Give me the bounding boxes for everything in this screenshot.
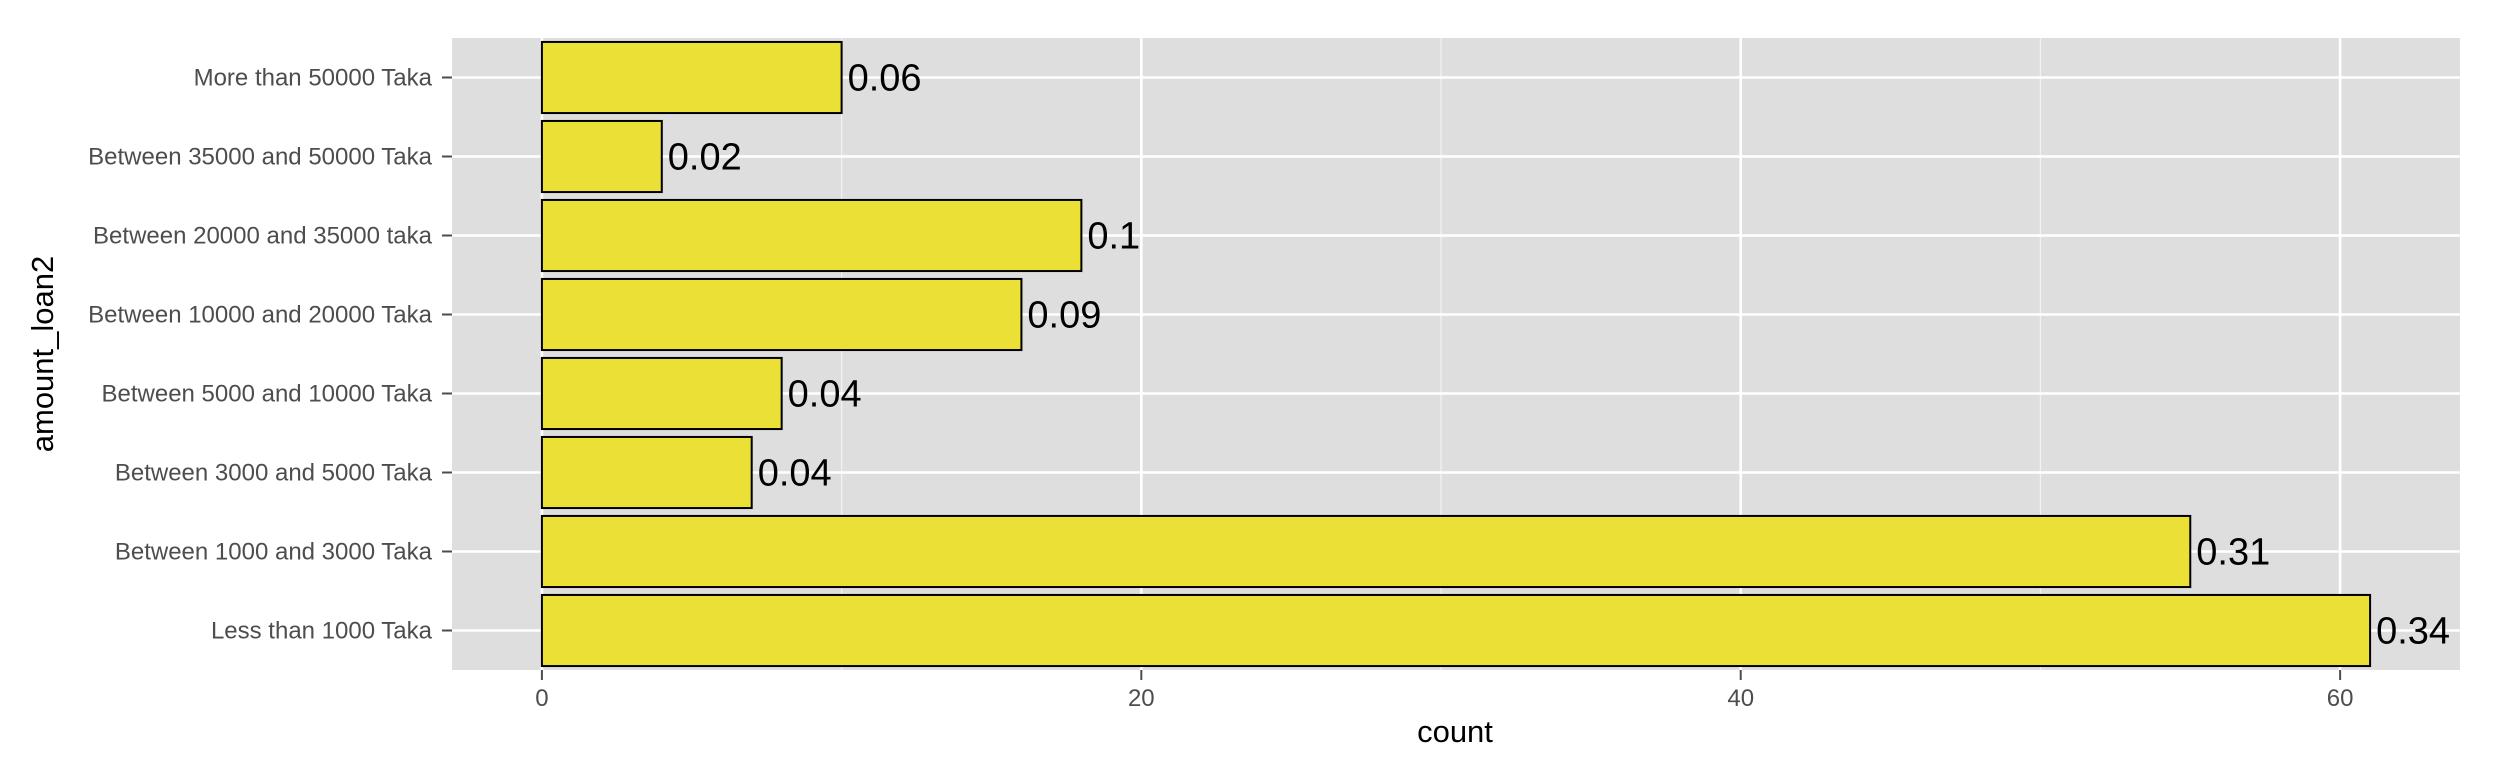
y-axis-title: amount_loan2 [25, 256, 60, 453]
y-tick-label: Between 3000 and 5000 Taka [115, 460, 433, 487]
x-axis-title: count [1417, 714, 1493, 749]
bar [540, 198, 1083, 273]
bar-value-label: 0.02 [668, 137, 742, 179]
y-tick-label: Between 35000 and 50000 Taka [88, 144, 433, 171]
bar-value-label: 0.04 [758, 453, 832, 495]
bar-value-label: 0.31 [2196, 532, 2270, 574]
x-tick-label: 40 [1727, 685, 1754, 712]
y-tick-label: Between 1000 and 3000 Taka [115, 539, 433, 566]
bar [540, 514, 2192, 589]
y-tick-label: Between 10000 and 20000 Taka [88, 302, 433, 329]
y-tick-label: More than 50000 Taka [194, 65, 433, 92]
bars [540, 40, 2372, 668]
bar-value-label: 0.04 [788, 374, 862, 416]
y-tick-label: Between 5000 and 10000 Taka [101, 381, 432, 408]
x-tick-label: 20 [1128, 685, 1155, 712]
x-tick-label: 60 [2327, 685, 2354, 712]
bar-value-label: 0.09 [1027, 295, 1101, 337]
bar-value-label: 0.06 [848, 58, 922, 100]
bar [540, 435, 753, 510]
bar-value-label: 0.1 [1087, 216, 1140, 258]
y-tick-label: Less than 1000 Taka [211, 618, 433, 645]
x-axis: 0 20 40 60 [535, 670, 2353, 712]
bar-labels: 0.06 0.02 0.1 0.09 0.04 0.04 0.31 0.34 [668, 58, 2450, 653]
bar [540, 593, 2372, 668]
bar [540, 277, 1023, 352]
bar [540, 119, 663, 194]
bar [540, 356, 783, 431]
y-tick-label: Between 20000 and 35000 taka [93, 223, 433, 250]
bar-value-label: 0.34 [2376, 611, 2450, 653]
x-tick-label: 0 [535, 685, 548, 712]
y-axis: More than 50000 Taka Between 35000 and 50… [88, 65, 452, 645]
bar [540, 40, 843, 115]
